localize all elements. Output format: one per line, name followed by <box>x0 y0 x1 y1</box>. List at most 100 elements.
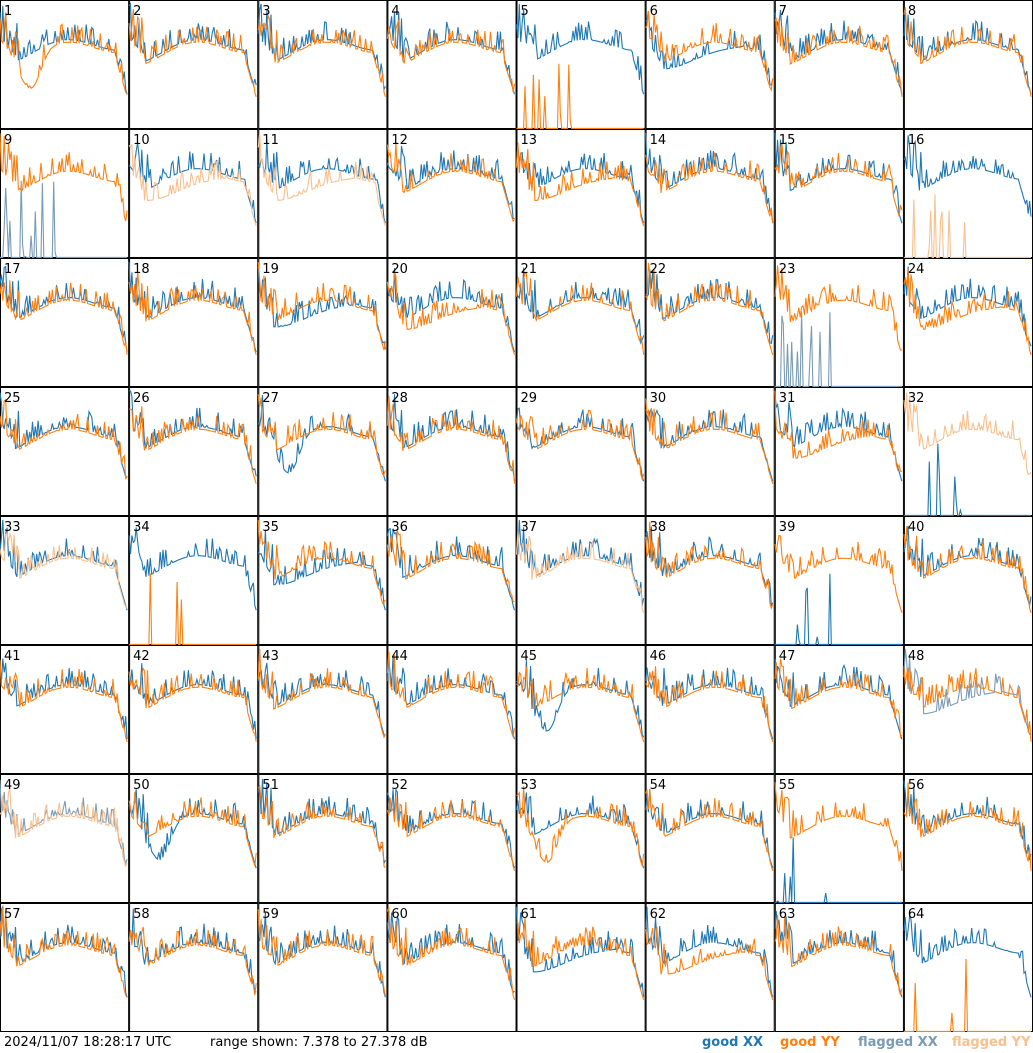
legend-flagged-yy: flagged YY <box>952 1035 1031 1050</box>
tile-frame <box>129 0 259 129</box>
tile-label: 13 <box>521 133 538 148</box>
series-yy-line <box>903 958 1032 1032</box>
tile-27: 27 <box>257 387 388 516</box>
tile-label: 61 <box>521 907 538 922</box>
tile-frame <box>774 516 904 645</box>
series-yy-line <box>903 194 1032 258</box>
tile-label: 21 <box>521 262 538 277</box>
series-yy-line <box>386 142 515 223</box>
series-yy-line <box>128 926 257 996</box>
series-xx-line <box>774 658 903 740</box>
tile-13: 13 <box>515 129 646 258</box>
tile-frame <box>903 516 1033 645</box>
tile-frame <box>774 774 904 903</box>
series-yy-line <box>0 531 128 609</box>
tile-25: 25 <box>0 387 130 516</box>
tile-frame <box>516 774 646 903</box>
tile-frame <box>0 0 130 129</box>
tile-frame <box>387 0 517 129</box>
tile-label: 38 <box>650 520 667 535</box>
tile-52: 52 <box>386 774 517 903</box>
series-yy-line <box>774 16 903 97</box>
tile-12: 12 <box>386 129 517 258</box>
tile-42: 42 <box>128 645 259 774</box>
tile-frame <box>516 903 646 1032</box>
tile-label: 24 <box>908 262 925 277</box>
tile-label: 9 <box>4 133 12 148</box>
series-yy-line <box>903 666 1032 742</box>
tile-label: 45 <box>521 649 538 664</box>
tile-56: 56 <box>903 774 1033 903</box>
tile-29: 29 <box>515 387 646 516</box>
tile-label: 53 <box>521 778 538 793</box>
series-yy-line <box>257 909 386 997</box>
timestamp: 2024/11/07 18:28:17 UTC <box>4 1035 172 1050</box>
tile-frame <box>0 387 130 516</box>
tile-frame <box>903 0 1033 129</box>
series-xx-line <box>774 132 903 224</box>
tile-label: 49 <box>4 778 21 793</box>
tile-frame <box>774 129 904 258</box>
tile-57: 57 <box>0 903 130 1032</box>
tile-35: 35 <box>257 516 388 645</box>
tile-60: 60 <box>386 903 517 1032</box>
tile-36: 36 <box>386 516 517 645</box>
series-xx-line <box>774 311 902 387</box>
tile-label: 14 <box>650 133 667 148</box>
tile-9: 9 <box>0 129 130 259</box>
tile-frame <box>903 903 1033 1032</box>
tile-label: 36 <box>391 520 408 535</box>
series-xx-line <box>903 648 1032 736</box>
series-xx-line <box>129 390 257 477</box>
tile-label: 10 <box>133 133 150 148</box>
tile-frame <box>387 774 517 903</box>
series-yy-line <box>0 788 128 868</box>
tile-frame <box>645 516 775 645</box>
tile-frame <box>387 387 517 516</box>
series-yy-line <box>516 666 645 742</box>
series-yy-line <box>386 906 516 1000</box>
tile-frame <box>516 258 646 387</box>
tile-label: 6 <box>650 4 658 19</box>
series-yy-line <box>257 784 386 868</box>
series-yy-line <box>386 19 516 93</box>
tile-label: 52 <box>391 778 408 793</box>
series-xx-line <box>128 261 257 353</box>
tile-label: 3 <box>262 4 270 19</box>
tile-30: 30 <box>645 387 775 516</box>
tile-frame <box>516 0 646 129</box>
series-yy-line <box>128 270 257 355</box>
series-xx-line <box>257 266 386 350</box>
tile-53: 53 <box>515 774 646 903</box>
tile-26: 26 <box>129 387 259 516</box>
tile-label: 26 <box>133 391 150 406</box>
tile-frame <box>0 903 130 1032</box>
tile-59: 59 <box>257 903 388 1032</box>
series-yy-line <box>0 398 128 480</box>
tile-label: 19 <box>262 262 279 277</box>
tile-frame <box>0 774 130 903</box>
tile-label: 33 <box>4 520 21 535</box>
series-yy-line <box>129 573 257 645</box>
tile-frame <box>516 387 646 516</box>
series-xx-line <box>774 390 903 482</box>
tile-frame <box>258 774 388 903</box>
tile-18: 18 <box>128 258 259 387</box>
tile-label: 16 <box>908 133 925 148</box>
series-yy-line <box>774 390 902 472</box>
series-yy-line <box>386 396 516 484</box>
tile-frame <box>0 645 130 774</box>
tile-frame <box>129 645 259 774</box>
series-xx-line <box>645 11 774 86</box>
tile-label: 51 <box>262 778 279 793</box>
series-xx-line <box>128 142 257 224</box>
series-yy-line <box>257 394 386 475</box>
series-yy-line <box>645 10 774 92</box>
tile-frame <box>0 258 130 387</box>
tile-64: 64 <box>903 903 1033 1032</box>
tile-frame <box>387 903 517 1032</box>
tile-frame <box>645 258 775 387</box>
tile-frame <box>645 387 775 516</box>
range-label: range shown: 7.378 to 27.378 dB <box>210 1035 428 1050</box>
